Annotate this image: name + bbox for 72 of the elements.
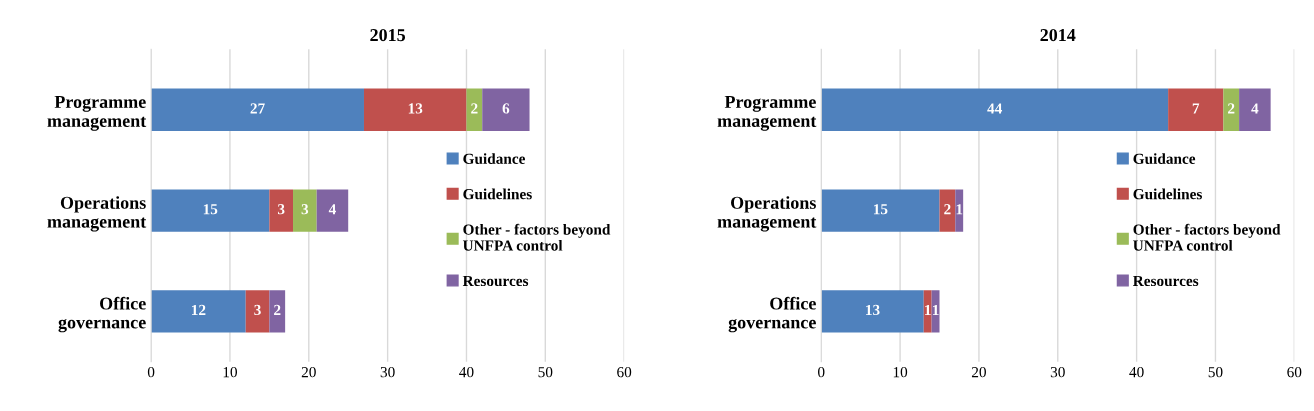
x-tick-label: 0 xyxy=(147,366,155,378)
bar xyxy=(245,290,270,333)
y-tick-label: Operations management xyxy=(717,196,817,232)
data-label: 3 xyxy=(301,204,309,215)
data-label: 44 xyxy=(987,103,1003,114)
x-tick-label: 50 xyxy=(1208,366,1223,378)
data-label: 2 xyxy=(274,304,281,315)
bar xyxy=(151,88,364,131)
bar xyxy=(316,189,349,232)
x-tick-label: 30 xyxy=(1050,366,1065,378)
data-label: 1 xyxy=(956,204,963,215)
legend-label: Other - factors beyond UNFPA control xyxy=(1133,223,1281,251)
x-tick-label: 60 xyxy=(617,366,632,378)
y-tick-label: Office governance xyxy=(58,296,146,333)
y-tick-label: Office governance xyxy=(728,296,816,333)
bar xyxy=(821,189,940,232)
bar xyxy=(363,88,467,131)
legend-label: Guidelines xyxy=(1133,188,1202,200)
y-tick-label: Programme management xyxy=(47,95,147,131)
bar xyxy=(269,189,294,232)
x-tick-label: 10 xyxy=(893,366,908,378)
chart-title: 2015 xyxy=(370,28,406,42)
legend-label: Other - factors beyond UNFPA control xyxy=(462,223,611,251)
x-tick-label: 40 xyxy=(1129,366,1144,378)
bar xyxy=(466,88,483,131)
bar xyxy=(269,290,286,333)
legend-label: Resources xyxy=(1132,275,1199,287)
bar xyxy=(821,88,1169,131)
data-label: 7 xyxy=(1192,103,1200,114)
bar xyxy=(151,189,270,232)
data-label: 27 xyxy=(250,103,265,114)
data-label: 4 xyxy=(328,204,336,215)
bar xyxy=(939,189,956,232)
data-label: 6 xyxy=(502,103,510,114)
bar xyxy=(1223,88,1240,131)
data-label: 2 xyxy=(944,204,951,215)
x-tick-label: 20 xyxy=(301,366,316,378)
legend-label: Guidance xyxy=(463,153,526,164)
x-tick-label: 30 xyxy=(380,366,395,378)
legend-label: Resources xyxy=(462,275,529,287)
bar xyxy=(293,189,317,232)
bar xyxy=(482,88,530,131)
legend-label: Guidance xyxy=(1133,153,1196,164)
data-label: 2 xyxy=(1228,103,1235,114)
x-tick-label: 10 xyxy=(223,366,238,378)
bar xyxy=(151,290,246,333)
x-tick-label: 40 xyxy=(459,366,474,378)
bar xyxy=(1239,88,1271,131)
data-label: 4 xyxy=(1251,103,1259,114)
y-tick-label: Programme management xyxy=(717,95,817,131)
bar xyxy=(1168,88,1224,131)
data-label: 3 xyxy=(254,304,261,316)
data-label: 15 xyxy=(203,204,218,215)
x-tick-label: 50 xyxy=(538,366,553,378)
data-label: 3 xyxy=(277,204,285,215)
bar xyxy=(821,290,924,333)
chart-title: 2014 xyxy=(1040,28,1076,42)
legend-label: Guidelines xyxy=(463,188,532,200)
bar xyxy=(923,290,932,333)
x-tick-label: 20 xyxy=(971,366,986,378)
data-label: 13 xyxy=(408,103,423,114)
data-label: 12 xyxy=(192,304,206,315)
x-tick-label: 0 xyxy=(818,366,825,378)
data-label: 13 xyxy=(866,304,880,316)
data-label: 1 xyxy=(932,304,939,315)
x-tick-label: 60 xyxy=(1287,366,1302,378)
bar xyxy=(931,290,940,333)
bar xyxy=(955,189,964,232)
data-label: 15 xyxy=(873,204,888,215)
y-tick-label: Operations management xyxy=(47,196,147,232)
data-label: 2 xyxy=(471,103,478,114)
data-label: 1 xyxy=(925,304,931,315)
